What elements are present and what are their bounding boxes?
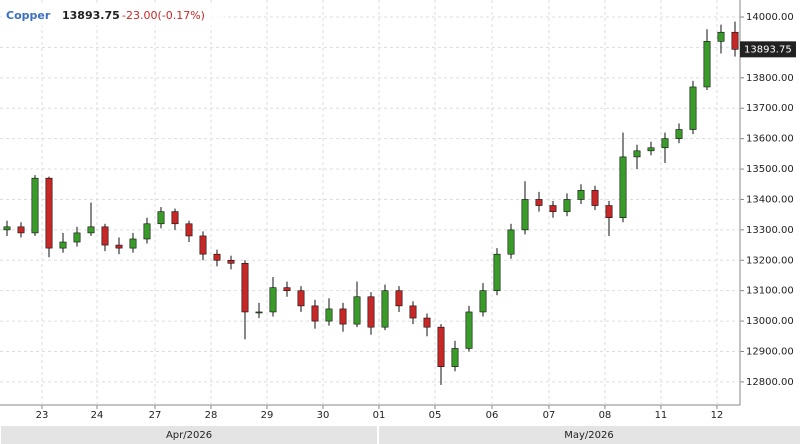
- candle-body: [213, 253, 221, 261]
- candle-body: [157, 211, 165, 225]
- last-price-label: 13893.75: [744, 44, 792, 55]
- candle-body: [255, 311, 263, 314]
- candle-body: [619, 156, 627, 219]
- candle-body: [87, 226, 95, 234]
- candle-body: [339, 308, 347, 325]
- candle-body: [129, 238, 137, 249]
- candle-body: [171, 211, 179, 225]
- candle-body: [451, 348, 459, 367]
- candle-body: [297, 290, 305, 307]
- candle-body: [199, 235, 207, 255]
- y-tick-label: 13600.00: [746, 134, 794, 145]
- candle-body: [549, 205, 557, 212]
- candle-body: [31, 177, 39, 234]
- y-tick-label: 13500.00: [746, 164, 794, 175]
- candle-body: [703, 41, 711, 88]
- title: Copper: [6, 9, 51, 22]
- y-tick-label: 13700.00: [746, 103, 794, 114]
- x-tick-label: 07: [543, 410, 556, 421]
- candle-body: [381, 290, 389, 328]
- x-tick-label: 29: [261, 410, 274, 421]
- month-label: Apr/2026: [166, 430, 212, 441]
- candle-body: [59, 241, 67, 249]
- x-tick-label: 23: [36, 410, 49, 421]
- x-tick-label: 01: [373, 410, 386, 421]
- x-tick-label: 27: [149, 410, 162, 421]
- candle-body: [227, 259, 235, 264]
- change: -23.00(-0.17%): [122, 9, 205, 22]
- candle-body: [3, 226, 11, 231]
- month-strip: [0, 426, 800, 444]
- candle-body: [269, 287, 277, 313]
- candle-body: [241, 263, 249, 313]
- y-tick-label: 13300.00: [746, 225, 794, 236]
- x-tick-label: 06: [486, 410, 499, 421]
- candle-body: [465, 311, 473, 349]
- candle-body: [367, 296, 375, 328]
- candle-body: [17, 226, 25, 234]
- candle-body: [507, 229, 515, 255]
- month-label: May/2026: [564, 430, 614, 441]
- y-tick-label: 12900.00: [746, 346, 794, 357]
- candle-body: [633, 150, 641, 158]
- candle-body: [661, 138, 669, 149]
- candle-body: [479, 290, 487, 313]
- candle-body: [647, 147, 655, 152]
- y-tick-label: 13200.00: [746, 255, 794, 266]
- candle-body: [45, 177, 53, 249]
- header-bg: [2, 6, 224, 26]
- candle-body: [283, 287, 291, 291]
- candle-body: [395, 290, 403, 307]
- candle-body: [493, 253, 501, 291]
- x-tick-label: 05: [429, 410, 442, 421]
- x-tick-label: 08: [599, 410, 612, 421]
- x-tick-label: 28: [205, 410, 218, 421]
- candle-body: [325, 308, 333, 322]
- candle-body: [521, 199, 529, 231]
- candle-body: [717, 31, 725, 42]
- y-tick-label: 13800.00: [746, 73, 794, 84]
- candle-body: [423, 317, 431, 328]
- candle-body: [353, 296, 361, 325]
- y-tick-label: 13400.00: [746, 194, 794, 205]
- y-tick-label: 13000.00: [746, 316, 794, 327]
- x-tick-label: 11: [655, 410, 668, 421]
- plot-area: [0, 0, 740, 405]
- candle-body: [143, 223, 151, 240]
- y-tick-label: 13100.00: [746, 286, 794, 297]
- candle-body: [591, 190, 599, 206]
- candle-body: [563, 199, 571, 212]
- x-tick-label: 12: [711, 410, 724, 421]
- candle-body: [577, 190, 585, 200]
- header: Copper 13893.75 -23.00(-0.17%): [2, 6, 224, 26]
- candle-body: [605, 205, 613, 219]
- candle-body: [101, 226, 109, 246]
- candle-body: [731, 31, 739, 50]
- candle-body: [535, 199, 543, 206]
- candle-body: [185, 223, 193, 237]
- last-price: 13893.75: [62, 9, 120, 22]
- candle-body: [689, 86, 697, 130]
- x-tick-label: 30: [317, 410, 330, 421]
- candle-body: [73, 232, 81, 243]
- x-tick-label: 24: [91, 410, 104, 421]
- candle-body: [675, 129, 683, 139]
- candle-body: [115, 244, 123, 249]
- candle-body: [437, 326, 445, 367]
- candle-body: [409, 305, 417, 319]
- last-price-box: [740, 41, 796, 58]
- y-tick-label: 14000.00: [746, 12, 794, 23]
- candle-body: [311, 305, 319, 322]
- y-tick-label: 12800.00: [746, 377, 794, 388]
